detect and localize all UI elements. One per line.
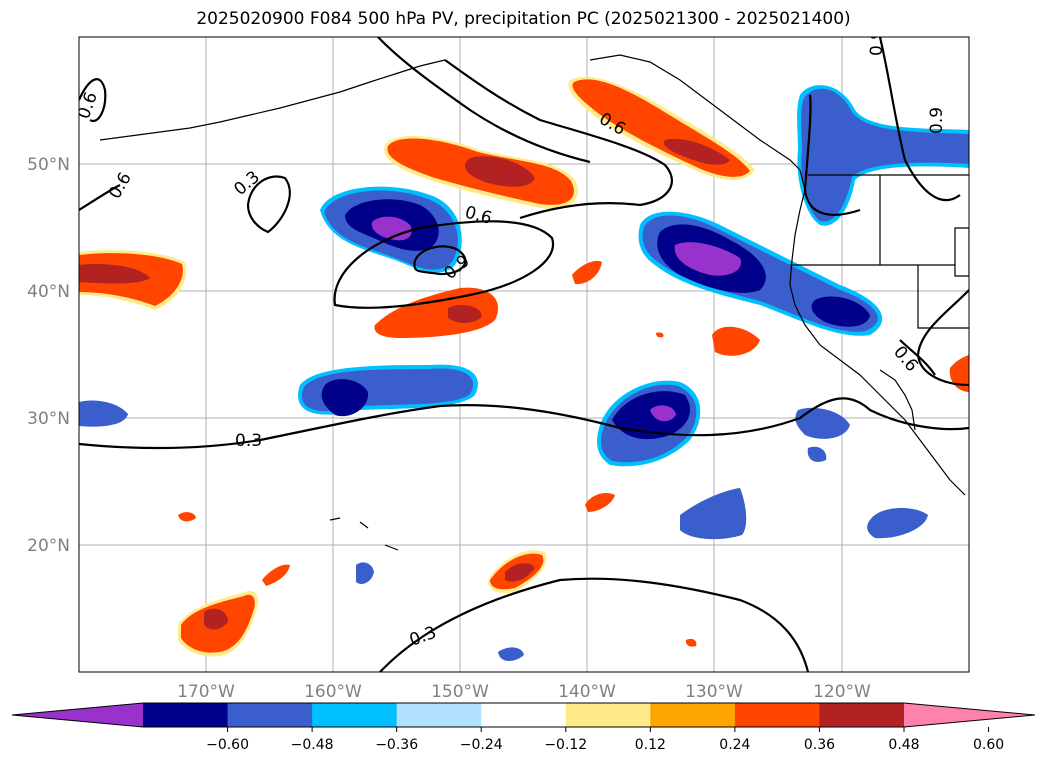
colorbar-cell bbox=[396, 703, 482, 727]
colorbar-tick-label: −0.48 bbox=[291, 737, 334, 753]
negative-precip-areas bbox=[79, 85, 969, 662]
colorbar-tick-label: 0.60 bbox=[973, 737, 1004, 753]
colorbar-extend-min bbox=[12, 703, 143, 727]
coastlines bbox=[99, 54, 969, 551]
colorbar-tick-label: −0.24 bbox=[460, 737, 503, 753]
colorbar-extend-max bbox=[904, 703, 1035, 727]
lon-label-130w: 130°W bbox=[685, 682, 743, 702]
longitude-labels: 170°W 160°W 150°W 140°W 130°W 120°W bbox=[177, 682, 871, 702]
colorbar-outline bbox=[11, 702, 1036, 728]
colorbar-cells bbox=[11, 702, 1036, 728]
map-frame bbox=[78, 36, 970, 673]
contour-label-0.3-a: 0.3 bbox=[235, 431, 262, 451]
pv-contours bbox=[79, 37, 969, 672]
colorbar-cell bbox=[819, 703, 905, 727]
colorbar-cell bbox=[650, 703, 736, 727]
positive-precip-areas bbox=[79, 76, 969, 657]
colorbar-tick-label: −0.60 bbox=[206, 737, 249, 753]
colorbar-cell bbox=[312, 703, 398, 727]
contour-label-0.9-c: 0.9 bbox=[867, 29, 887, 56]
colorbar-cell bbox=[143, 703, 229, 727]
lon-label-120w: 120°W bbox=[813, 682, 871, 702]
colorbar-tick-label: 0.48 bbox=[888, 737, 919, 753]
colorbar-tick-label: 0.12 bbox=[635, 737, 666, 753]
colorbar-cell bbox=[227, 703, 313, 727]
lat-label-50n: 50°N bbox=[27, 155, 70, 175]
colorbar-tick-label: 0.36 bbox=[804, 737, 835, 753]
map-content: 0.3 0.3 0.3 0.6 0.6 0.6 0.6 0.6 0.9 0.9 … bbox=[79, 29, 969, 672]
colorbar-cell bbox=[734, 703, 820, 727]
lat-label-20n: 20°N bbox=[27, 536, 70, 556]
colorbar-cell bbox=[481, 703, 567, 727]
map-title: 2025020900 F084 500 hPa PV, precipitatio… bbox=[196, 9, 851, 29]
latitude-labels: 50°N 40°N 30°N 20°N bbox=[27, 155, 70, 556]
lon-label-140w: 140°W bbox=[558, 682, 616, 702]
lat-label-30n: 30°N bbox=[27, 409, 70, 429]
colorbar-ticks: −0.60 −0.48 −0.36 −0.24 −0.12 0.12 0.24 0.36 0.4… bbox=[206, 727, 1004, 753]
colorbar-tick-label: 0.24 bbox=[719, 737, 750, 753]
lat-label-40n: 40°N bbox=[27, 282, 70, 302]
colorbar-tick-label: −0.36 bbox=[375, 737, 418, 753]
lon-label-170w: 170°W bbox=[177, 682, 235, 702]
lon-label-160w: 160°W bbox=[304, 682, 362, 702]
contour-label-0.9-b: 0.9 bbox=[927, 107, 947, 134]
colorbar-cell bbox=[565, 703, 651, 727]
colorbar: −0.60 −0.48 −0.36 −0.24 −0.12 0.12 0.24 0.36 0.4… bbox=[11, 702, 1036, 753]
lon-label-150w: 150°W bbox=[431, 682, 489, 702]
colorbar-tick-label: −0.12 bbox=[544, 737, 587, 753]
